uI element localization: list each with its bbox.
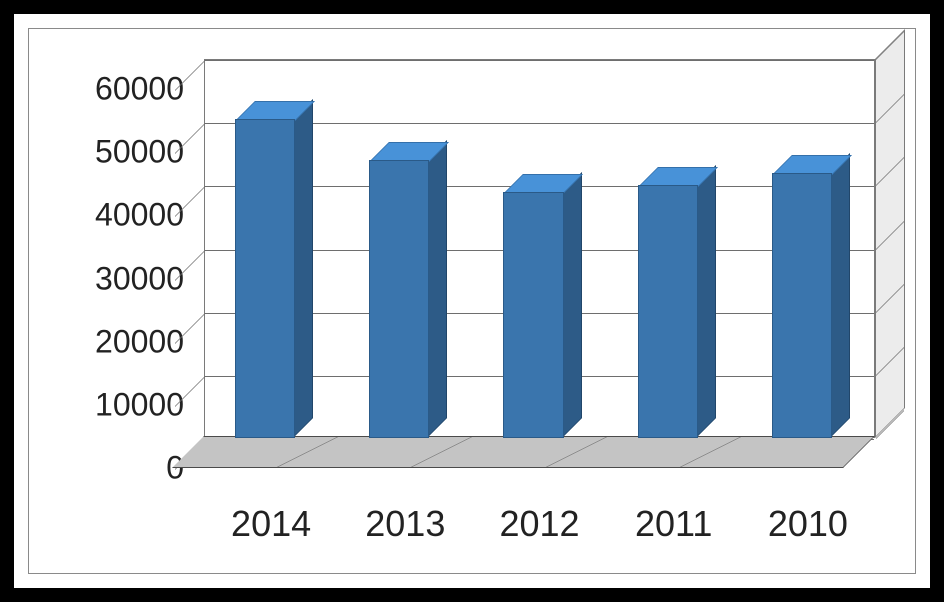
bar-side <box>427 140 447 438</box>
y-axis-label: 20000 <box>95 323 184 360</box>
bar-front <box>772 173 832 438</box>
floor-separator <box>680 437 741 467</box>
floor-separator <box>546 437 607 467</box>
bar <box>503 192 563 438</box>
chart-panel: 0100002000030000400005000060000 20142013… <box>28 28 916 574</box>
grid-line <box>876 347 904 376</box>
x-axis-label: 2013 <box>365 503 445 545</box>
grid-line <box>876 31 904 60</box>
y-axis-label: 40000 <box>95 197 184 234</box>
bar <box>369 160 429 438</box>
bar <box>235 119 295 438</box>
y-axis-label: 30000 <box>95 260 184 297</box>
x-axis-label: 2010 <box>768 503 848 545</box>
bar-front <box>369 160 429 438</box>
grid-line <box>876 221 904 250</box>
bar-side <box>696 165 716 438</box>
x-axis-label: 2012 <box>499 503 579 545</box>
bar-front <box>235 119 295 438</box>
grid-line <box>876 157 904 186</box>
bar-front <box>503 192 563 438</box>
y-axis-label: 60000 <box>95 71 184 108</box>
bar-front <box>638 185 698 438</box>
grid-line <box>876 284 904 313</box>
plot-area <box>204 59 875 468</box>
y-axis-label: 50000 <box>95 134 184 171</box>
floor-separator <box>277 437 338 467</box>
x-axis-labels: 2014 2013 2012 2011 2010 <box>204 483 875 573</box>
bar <box>638 185 698 438</box>
grid-line <box>876 410 904 439</box>
x-axis-label: 2014 <box>231 503 311 545</box>
floor-separator <box>411 437 472 467</box>
bar-side <box>830 153 850 438</box>
y-axis-labels: 0100002000030000400005000060000 <box>29 29 194 573</box>
chart-floor <box>172 436 875 468</box>
grid-line <box>876 94 904 123</box>
bar-side <box>293 99 313 438</box>
chart-frame: 0100002000030000400005000060000 20142013… <box>0 0 944 602</box>
x-axis-label: 2011 <box>635 503 712 545</box>
bar-side <box>562 172 582 438</box>
y-axis-label: 10000 <box>95 386 184 423</box>
side-wall <box>875 29 905 438</box>
bar <box>772 173 832 438</box>
bars-container <box>204 59 875 438</box>
bar-chart: 0100002000030000400005000060000 20142013… <box>29 29 915 573</box>
